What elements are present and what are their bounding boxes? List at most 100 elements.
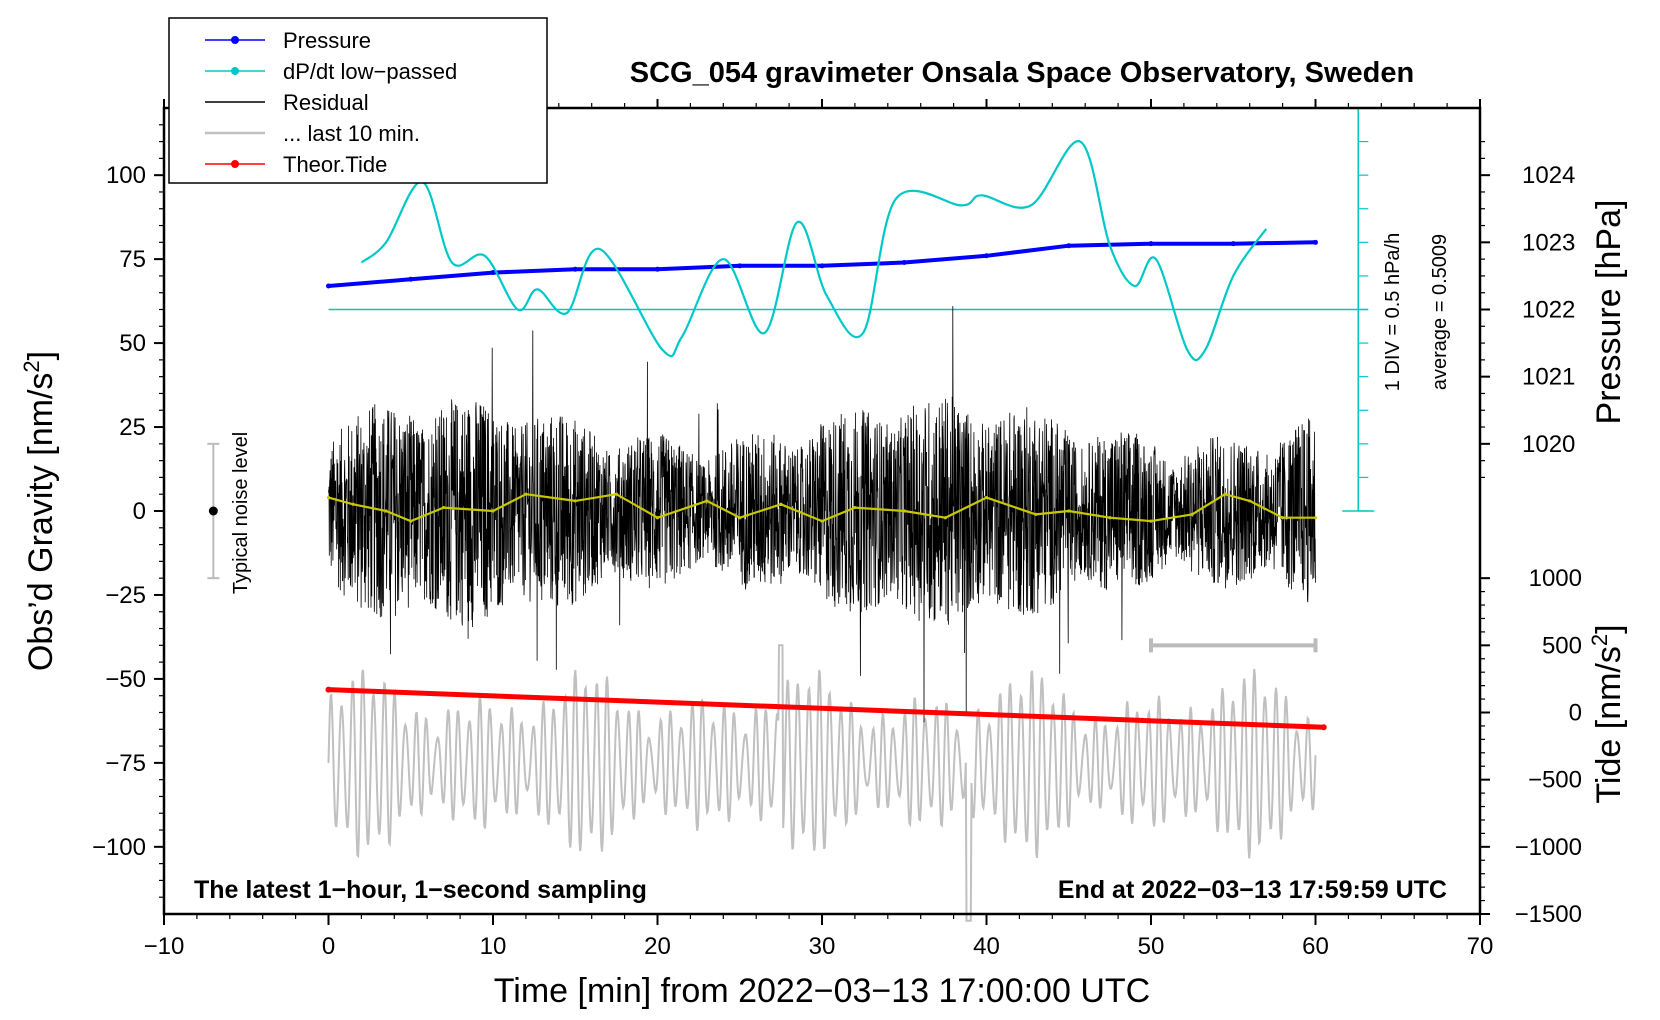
residual-smoothed-point [1067,509,1071,513]
x-tick-label: 50 [1138,933,1165,960]
residual-smoothed-point [853,506,857,510]
residual-smoothed-point [738,516,742,520]
tide-tick-label: 0 [1569,700,1582,727]
series-residual-smoothed [326,492,1318,523]
tide-tick-label: −1000 [1515,834,1582,861]
x-axis-ticks: −10 0 10 20 30 40 50 60 70 [144,99,1494,960]
legend-box [168,17,548,184]
x-axis-title: Time [min] from 2022−03−13 17:00:00 UTC [494,972,1150,1010]
y-tick-label: 75 [119,246,146,273]
legend-label: Residual [283,90,369,115]
tide-axis-title: Tide [nm/s2] [1587,624,1628,803]
tide-tick-label: −1500 [1515,901,1582,928]
chart-title: SCG_054 gravimeter Onsala Space Observat… [630,57,1414,89]
residual-smoothed-point [573,499,577,503]
pressure-point [490,270,496,276]
pressure-tick-label: 1022 [1522,297,1575,324]
residual-smoothed-point [820,519,824,523]
residual-smoothed-point [1190,512,1194,516]
dpdt-scale-bar [1342,107,1375,512]
tide-tick-label: −500 [1528,767,1582,794]
residual-smoothed-point [705,499,709,503]
y-axis-title-left-sup: 2 [19,360,44,372]
pressure-point [1313,239,1318,245]
y-axis-title-left: Obs’d Gravity [nm/s2] [19,351,60,671]
noise-level-dot [208,506,218,516]
tide-axis-title-sup: 2 [1587,634,1612,646]
series-pressure [326,239,1318,289]
residual-line [328,306,1316,723]
tide-point [325,686,332,693]
residual-smoothed-point [351,502,355,506]
y-tick-label: −75 [105,750,146,777]
pressure-axis-title: Pressure [hPa] [1590,200,1628,425]
legend-label: Theor.Tide [283,152,387,177]
pressure-tick-label: 1023 [1522,229,1575,256]
residual-smoothed-point [524,492,528,496]
pressure-point [408,276,414,282]
residual-smoothed-point [1223,492,1227,496]
legend-items: Pressure dP/dt low−passed Residual ... last… [205,28,457,177]
annotation-dpdt-scale: 1 DIV = 0.5 hPa/h [1382,233,1404,391]
pressure-point [326,283,331,289]
y-tick-label: −100 [92,834,146,861]
legend-label: dP/dt low−passed [283,59,457,84]
x-tick-label: 70 [1467,933,1494,960]
residual-smoothed-point [655,516,660,520]
annotation-end-time: End at 2022−03−13 17:59:59 UTC [1058,876,1447,904]
noise-level-marker [207,442,220,580]
legend-swatch-marker [231,160,239,168]
x-tick-label: 10 [480,933,507,960]
legend-label: Pressure [283,28,371,53]
residual-smoothed-point [1313,516,1318,520]
tide-line [326,687,1327,730]
pressure-tick-label: 1024 [1522,162,1575,189]
tide-tick-label: 1000 [1529,565,1582,592]
tide-axis-ticks: 1000 500 0 −500 −1000 −1500 [1480,565,1582,928]
pressure-point [1230,241,1236,247]
tide-point [1320,724,1327,731]
series-residual [328,306,1316,723]
annotation-sampling: The latest 1−hour, 1−second sampling [194,876,647,904]
y-tick-label: 50 [119,330,146,357]
last-10-min-line [327,644,1317,922]
residual-smoothed-point [902,509,906,513]
y-tick-label: 100 [106,162,146,189]
pressure-point [984,253,989,259]
pressure-point [655,266,660,272]
x-tick-label: 0 [322,933,335,960]
pressure-point [737,263,743,269]
tide-tick-label: 500 [1542,632,1582,659]
x-tick-label: −10 [144,933,185,960]
y-tick-label: −50 [105,666,146,693]
y-tick-label: 25 [119,414,146,441]
legend-swatch-marker [231,67,239,75]
residual-smoothed-point [614,492,618,496]
residual-smoothed-point [779,502,783,506]
residual-smoothed-point [1248,499,1252,503]
residual-smoothed-point [984,495,989,500]
series-theoretical-tide [325,686,1327,731]
annotation-noise-label: Typical noise level [230,432,252,594]
x-tick-label: 30 [809,933,836,960]
y-tick-label: −25 [105,582,146,609]
y-axis-title-left-end: ] [22,351,60,360]
pressure-tick-label: 1020 [1522,431,1575,458]
legend-label: ... last 10 min. [283,121,420,146]
pressure-point [1066,243,1072,249]
residual-smoothed-point [943,516,947,520]
pressure-point [901,259,907,265]
y-tick-label: 0 [133,498,146,525]
annotation-dpdt-average: average = 0.5009 [1429,234,1451,390]
tide-axis-title-end: ] [1590,624,1628,633]
pressure-axis-ticks: 1024 1023 1022 1021 1020 [1480,140,1575,479]
residual-smoothed-point [409,519,413,523]
pressure-tick-label: 1021 [1522,364,1575,391]
legend-swatch-marker [231,36,239,44]
last-10-min-range-bar [1149,638,1318,653]
x-tick-label: 40 [973,933,1000,960]
y-axis-ticks: 100 75 50 25 0 −25 −50 −75 −100 [92,124,164,898]
residual-smoothed-point [1281,516,1285,520]
x-tick-label: 20 [644,933,671,960]
